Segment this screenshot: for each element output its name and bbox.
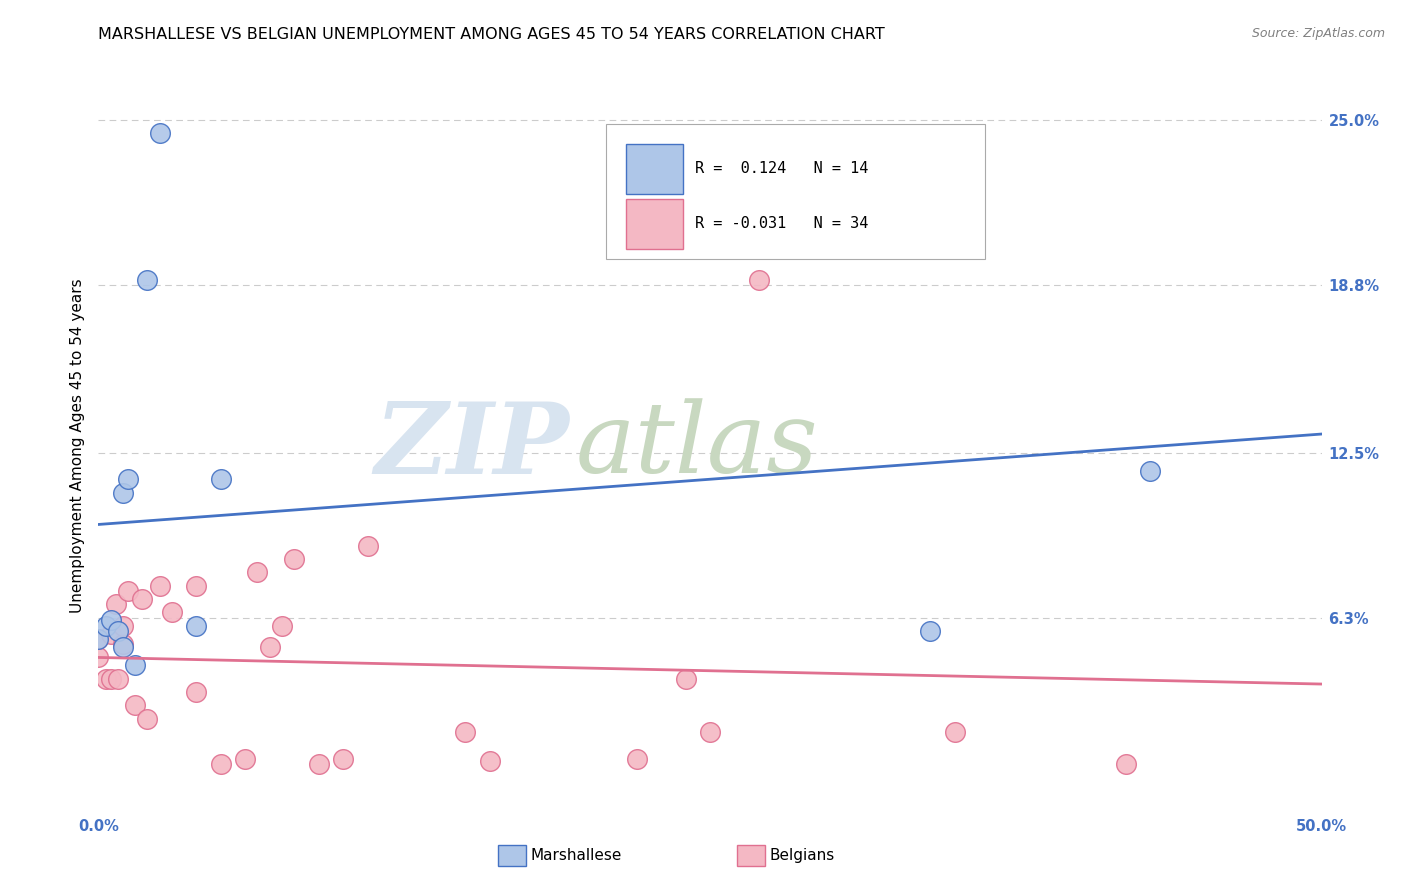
Point <box>111 637 134 651</box>
Point <box>626 751 648 765</box>
Point <box>111 640 134 654</box>
Point <box>1139 464 1161 478</box>
Point <box>94 672 117 686</box>
Point <box>209 472 232 486</box>
Point <box>107 624 129 638</box>
Point <box>117 472 139 486</box>
Point <box>943 725 966 739</box>
Point <box>209 756 232 771</box>
Point <box>332 751 354 765</box>
Point <box>186 685 208 699</box>
Point <box>160 605 183 619</box>
Y-axis label: Unemployment Among Ages 45 to 54 years: Unemployment Among Ages 45 to 54 years <box>69 278 84 614</box>
Point <box>259 640 281 654</box>
Point <box>111 485 134 500</box>
Point <box>100 672 122 686</box>
Point <box>1115 756 1137 771</box>
Point <box>308 756 330 771</box>
Point <box>699 725 721 739</box>
Point <box>107 672 129 686</box>
Text: MARSHALLESE VS BELGIAN UNEMPLOYMENT AMONG AGES 45 TO 54 YEARS CORRELATION CHART: MARSHALLESE VS BELGIAN UNEMPLOYMENT AMON… <box>98 27 886 42</box>
Point <box>100 613 122 627</box>
Text: Belgians: Belgians <box>769 848 834 863</box>
FancyBboxPatch shape <box>626 199 683 249</box>
Point <box>87 632 110 646</box>
Point <box>186 579 208 593</box>
Point <box>454 725 477 739</box>
Point <box>104 597 127 611</box>
Point <box>283 552 305 566</box>
Point <box>186 618 208 632</box>
Point <box>149 579 172 593</box>
Point <box>233 751 256 765</box>
Point <box>87 632 110 646</box>
Point <box>920 624 942 638</box>
Point <box>124 658 146 673</box>
Point <box>100 626 122 640</box>
Point <box>478 754 501 768</box>
Text: ZIP: ZIP <box>374 398 569 494</box>
Point <box>111 618 134 632</box>
FancyBboxPatch shape <box>606 124 986 260</box>
Text: R =  0.124   N = 14: R = 0.124 N = 14 <box>696 161 869 177</box>
Point <box>94 618 117 632</box>
FancyBboxPatch shape <box>626 144 683 194</box>
Text: Marshallese: Marshallese <box>530 848 621 863</box>
Point <box>748 273 770 287</box>
Point <box>124 698 146 713</box>
Point <box>270 618 294 632</box>
Point <box>136 712 159 726</box>
Point <box>131 591 153 606</box>
Text: R = -0.031   N = 34: R = -0.031 N = 34 <box>696 217 869 231</box>
Text: atlas: atlas <box>575 399 818 493</box>
Text: Source: ZipAtlas.com: Source: ZipAtlas.com <box>1251 27 1385 40</box>
Point <box>87 650 110 665</box>
Point <box>675 672 697 686</box>
Point <box>149 127 172 141</box>
Point <box>136 273 159 287</box>
Point <box>246 566 269 580</box>
Point <box>356 539 378 553</box>
Point <box>117 584 139 599</box>
